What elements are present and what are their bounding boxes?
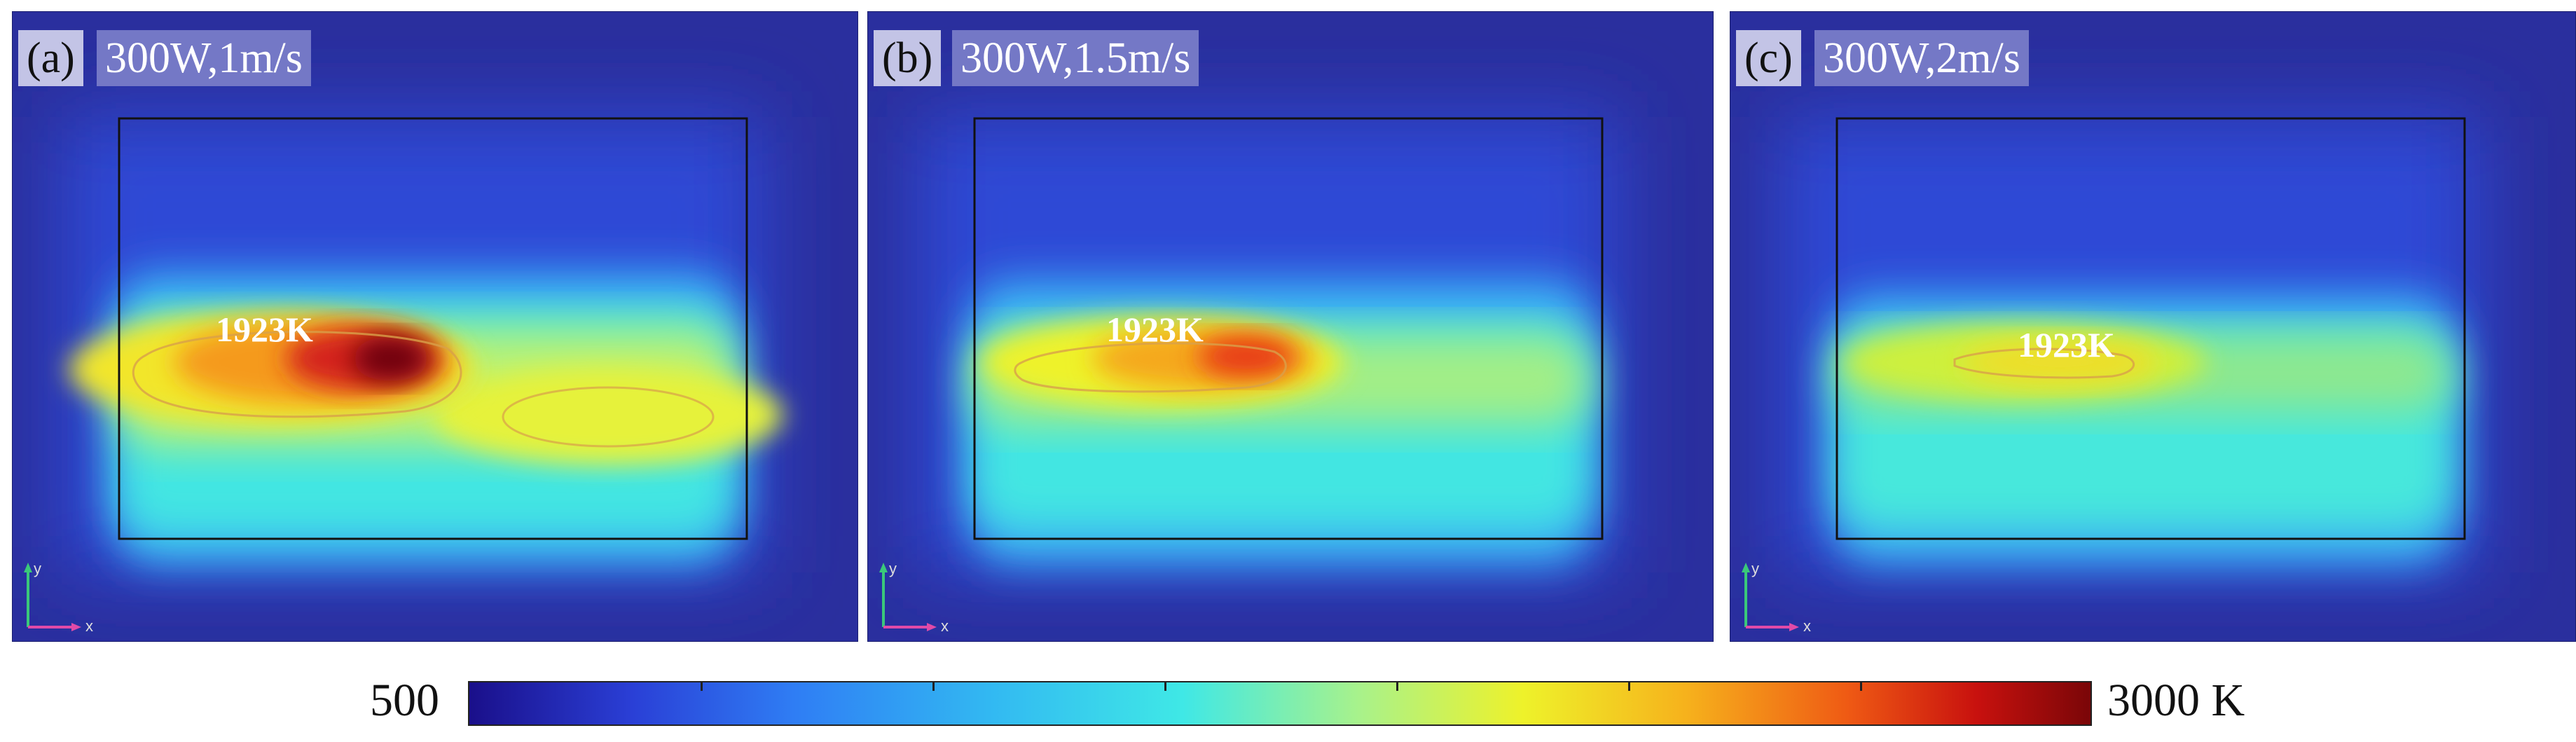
temperature-field-panel-c: (c) 300W,2m/s 1923K y x — [1730, 11, 2576, 642]
temperature-field-panel-b: (b) 300W,1.5m/s 1923K y x — [867, 11, 1714, 642]
axis-triad: y x — [879, 560, 949, 635]
colorbar-tick — [1860, 682, 1862, 691]
isotherm-label: 1923K — [1106, 310, 1204, 349]
axis-y-label: y — [34, 560, 41, 577]
axis-triad: y x — [24, 560, 93, 635]
panel-letter: (c) — [1736, 30, 1801, 86]
isotherm-label: 1923K — [216, 310, 313, 349]
axis-y-label: y — [889, 560, 897, 577]
temperature-field-c — [1730, 12, 2575, 641]
axis-x-label: x — [941, 617, 949, 635]
colorbar-max-label: 3000 K — [2107, 675, 2245, 726]
colorbar-tick — [1164, 682, 1166, 691]
temperature-field-b — [868, 12, 1713, 641]
panel-condition: 300W,2m/s — [1814, 30, 2029, 86]
colorbar-tick — [701, 682, 703, 691]
colorbar-tick — [1628, 682, 1630, 691]
isotherm-label: 1923K — [2018, 325, 2115, 364]
panel-condition: 300W,1.5m/s — [952, 30, 1199, 86]
panel-letter: (a) — [18, 30, 83, 86]
axis-x-label: x — [85, 617, 93, 635]
colorbar — [468, 681, 2092, 726]
axis-y-label: y — [1751, 560, 1759, 577]
colorbar-min-label: 500 — [370, 675, 439, 726]
axis-triad: y x — [1742, 560, 1811, 635]
temperature-field-a — [13, 12, 857, 641]
colorbar-tick — [1396, 682, 1398, 691]
temperature-field-panel-a: (a) 300W,1m/s 1923K y x — [12, 11, 858, 642]
colorbar-tick — [932, 682, 935, 691]
panel-condition: 300W,1m/s — [97, 30, 311, 86]
panel-letter: (b) — [874, 30, 942, 86]
axis-x-label: x — [1803, 617, 1811, 635]
